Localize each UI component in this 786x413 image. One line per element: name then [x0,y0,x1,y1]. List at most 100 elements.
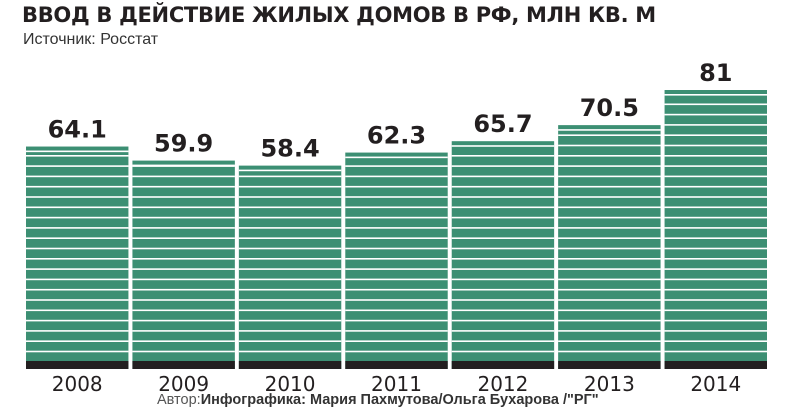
bar-baseline [345,361,448,369]
bar-stripe [26,155,129,157]
bar-stripe [451,247,555,250]
bar-stripe [132,258,235,260]
bar-2013 [558,125,661,369]
bar-stripe [238,288,342,291]
bar-stripe [132,185,235,188]
bar-stripe [238,309,342,312]
bar-stripe [451,206,555,209]
bar-stripe [664,258,767,260]
category-label-2009: 2009 [158,372,209,396]
bar-stripe [132,175,235,178]
bar-stripe [451,340,555,342]
bar-stripe [345,350,448,353]
bar-stripe [558,268,661,270]
value-label-2014: 81 [699,59,732,87]
bar-stripe [558,299,661,301]
value-label-2009: 59.9 [154,130,213,158]
bar-stripe [132,278,235,281]
category-label-2013: 2013 [584,372,635,396]
bar-body [26,146,129,369]
bar-body [451,141,555,369]
bar-stripe [345,247,448,250]
category-label-2010: 2010 [265,372,316,396]
value-label-2011: 62.3 [367,122,426,150]
bar-baseline [132,361,235,369]
bar-top-stripe [26,150,129,153]
category-label-2011: 2011 [371,372,422,396]
bar-2010 [238,165,342,369]
bar-stripe [664,206,767,209]
bar-stripe [558,134,661,136]
bar-stripe [238,319,342,322]
bar-stripe [132,206,235,209]
bar-stripe [26,330,129,332]
bar-stripe [132,330,235,332]
bar-stripe [664,134,767,136]
bar-stripe [238,278,342,281]
bar-stripe [558,309,661,312]
bar-stripe [132,216,235,219]
bar-stripe [664,288,767,291]
bar-baseline [238,361,342,369]
credit-line: Автор:Инфографика: Мария Пахмутова/Ольга… [157,392,599,408]
bar-stripe [238,350,342,353]
bar-stripe [664,299,767,301]
bar-2014 [664,90,767,369]
bar-stripe [664,237,767,239]
bar-stripe [558,247,661,250]
bar-stripe [132,196,235,198]
bar-stripe [451,155,555,157]
bar-stripe [664,330,767,332]
bar-stripe [26,309,129,312]
chart-title: ВВОД В ДЕЙСТВИЕ ЖИЛЫХ ДОМОВ В РФ, МЛН КВ… [22,3,656,27]
bar-stripe [451,258,555,260]
bar-stripe [664,185,767,188]
bar-stripe [26,350,129,353]
bar-stripe [558,237,661,239]
bar-body [345,152,448,369]
bar-stripe [558,278,661,281]
bar-stripe [26,196,129,198]
credit-author: Инфографика: Мария Пахмутова/Ольга Бухар… [200,392,599,408]
bar-stripe [558,319,661,322]
bar-stripe [345,196,448,198]
value-label-2013: 70.5 [580,94,639,122]
bar-body [238,165,342,369]
bar-baseline [558,361,661,369]
bar-stripe [26,206,129,209]
bar-stripe [345,319,448,322]
bar-stripe [451,309,555,312]
bar-stripe [558,196,661,198]
bar-stripe [345,288,448,291]
bar-stripe [26,165,129,167]
bar-stripe [238,299,342,301]
bar-stripe [132,299,235,301]
bar-baseline [26,361,129,369]
bar-stripe [664,309,767,312]
bar-stripe [664,175,767,178]
bar-stripe [345,258,448,260]
bar-stripe [664,350,767,353]
bar-stripe [558,206,661,209]
bar-baseline [451,361,555,369]
bar-stripe [451,319,555,322]
bar-stripe [558,350,661,353]
bar-stripe [345,330,448,332]
bar-stripe [664,113,767,116]
bar-stripe [345,309,448,312]
value-label-2012: 65.7 [473,110,532,138]
bar-stripe [345,278,448,281]
bar-stripe [238,206,342,209]
bar-stripe [26,319,129,322]
bar-stripe [26,278,129,281]
bar-stripe [132,350,235,353]
bar-stripe [558,330,661,332]
bar-stripe [451,350,555,353]
bar-stripe [132,288,235,291]
bar-stripe [345,268,448,270]
bars-group [26,90,767,369]
bar-stripe [238,237,342,239]
bar-stripe [238,330,342,332]
bar-stripe [664,319,767,322]
bar-stripe [558,144,661,147]
